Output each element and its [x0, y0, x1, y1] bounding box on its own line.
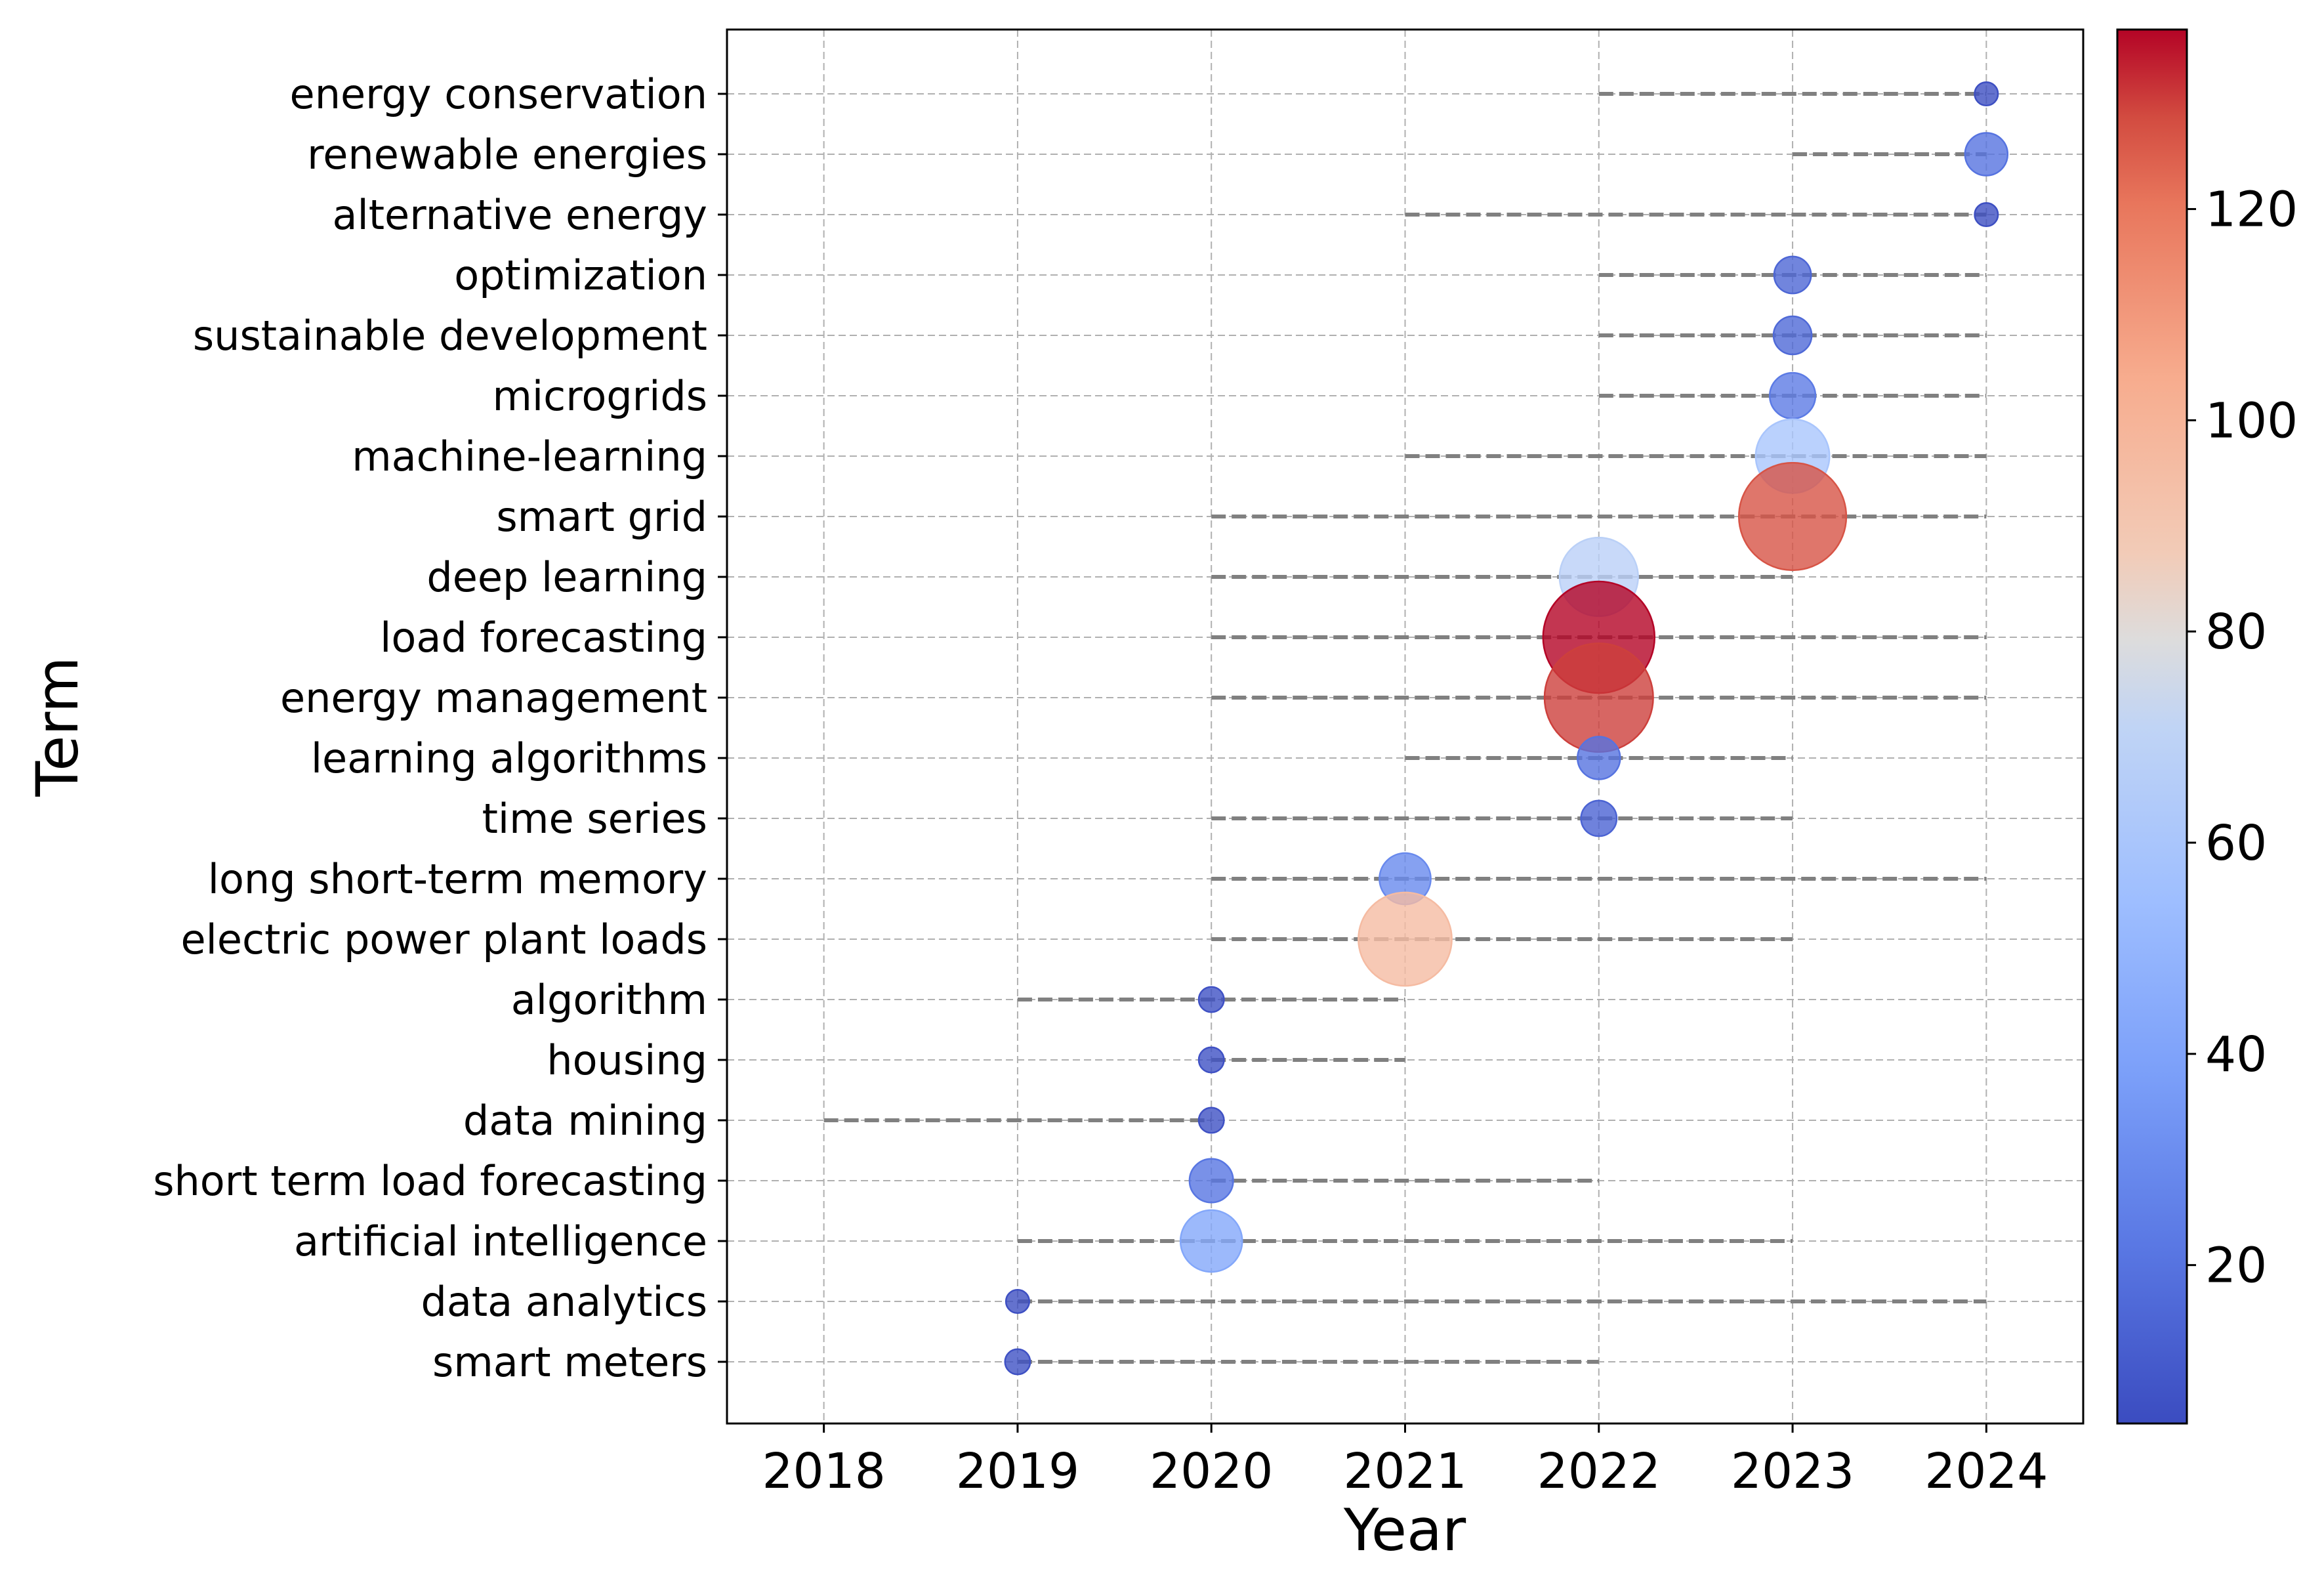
term-label: time series — [482, 795, 707, 843]
term-bubble — [1543, 642, 1654, 753]
term-bubble — [1772, 315, 1813, 356]
term-label: short term load forecasting — [153, 1157, 707, 1205]
term-label: load forecasting — [380, 614, 707, 662]
x-axis-ticks: 2018 2019 2020 2021 2022 2023 2024 — [762, 1423, 2048, 1500]
colorbar-gradient — [2117, 30, 2187, 1423]
term-label: algorithm — [511, 976, 707, 1024]
term-label: data analytics — [421, 1278, 707, 1326]
colorbar-frame — [2116, 28, 2188, 1425]
term-bubble — [1179, 1209, 1243, 1273]
term-bubble — [1004, 1348, 1031, 1376]
y-axis-title: Term — [24, 656, 91, 797]
term-label: alternative energy — [333, 191, 707, 239]
colorbar: 20 40 60 80 100 120 — [2116, 28, 2298, 1425]
term-bubble — [1974, 81, 1999, 107]
term-label: electric power plant loads — [181, 916, 707, 963]
y-axis-ticks: energy conservation renewable energies alt… — [153, 70, 727, 1386]
term-label: smart grid — [496, 493, 707, 541]
term-label: renewable energies — [307, 131, 707, 179]
colorbar-tick-label: 120 — [2205, 182, 2298, 238]
term-bubble — [1768, 371, 1817, 420]
x-tick-label: 2020 — [1150, 1443, 1273, 1500]
term-bubble — [1580, 799, 1618, 837]
term-bubble — [1188, 1158, 1234, 1204]
term-label: microgrids — [493, 372, 708, 420]
colorbar-tick-label: 20 — [2205, 1238, 2267, 1294]
x-tick-label: 2024 — [1924, 1443, 2048, 1500]
x-axis-title: Year — [1343, 1496, 1466, 1564]
term-label: artificial intelligence — [294, 1217, 707, 1265]
colorbar-ticks: 20 40 60 80 100 120 — [2187, 182, 2298, 1294]
x-tick-label: 2018 — [762, 1443, 885, 1500]
term-label: learning algorithms — [311, 734, 707, 782]
term-label: housing — [547, 1036, 707, 1084]
term-label: smart meters — [432, 1338, 707, 1386]
term-bubble — [1197, 1046, 1225, 1074]
colorbar-tick-label: 80 — [2205, 604, 2267, 660]
term-label: energy management — [280, 674, 707, 722]
x-tick-label: 2021 — [1343, 1443, 1466, 1500]
x-tick-label: 2019 — [956, 1443, 1079, 1500]
term-bubble — [1005, 1288, 1030, 1315]
bubbles — [1004, 81, 2009, 1376]
term-bubble — [1737, 461, 1848, 572]
term-label: energy conservation — [290, 70, 707, 118]
term-bubble — [1773, 255, 1812, 295]
term-bubble — [1964, 132, 2009, 177]
term-label: machine-learning — [352, 432, 707, 480]
x-tick-label: 2023 — [1731, 1443, 1854, 1500]
term-bubble — [1358, 891, 1453, 987]
grid-layer — [727, 30, 2083, 1423]
colorbar-tick-label: 40 — [2205, 1026, 2267, 1083]
term-bubble — [1197, 1107, 1225, 1134]
term-bubble — [1974, 201, 1999, 228]
colorbar-tick-label: 60 — [2205, 815, 2267, 872]
colorbar-tick-label: 100 — [2205, 392, 2298, 449]
term-label: long short-term memory — [208, 855, 707, 903]
term-bubble — [1197, 986, 1225, 1013]
term-label: deep learning — [426, 553, 707, 601]
term-bubble — [1577, 736, 1621, 780]
term-label: sustainable development — [193, 312, 707, 360]
x-tick-label: 2022 — [1537, 1443, 1661, 1500]
term-label: optimization — [454, 251, 707, 299]
term-label: data mining — [463, 1097, 707, 1145]
